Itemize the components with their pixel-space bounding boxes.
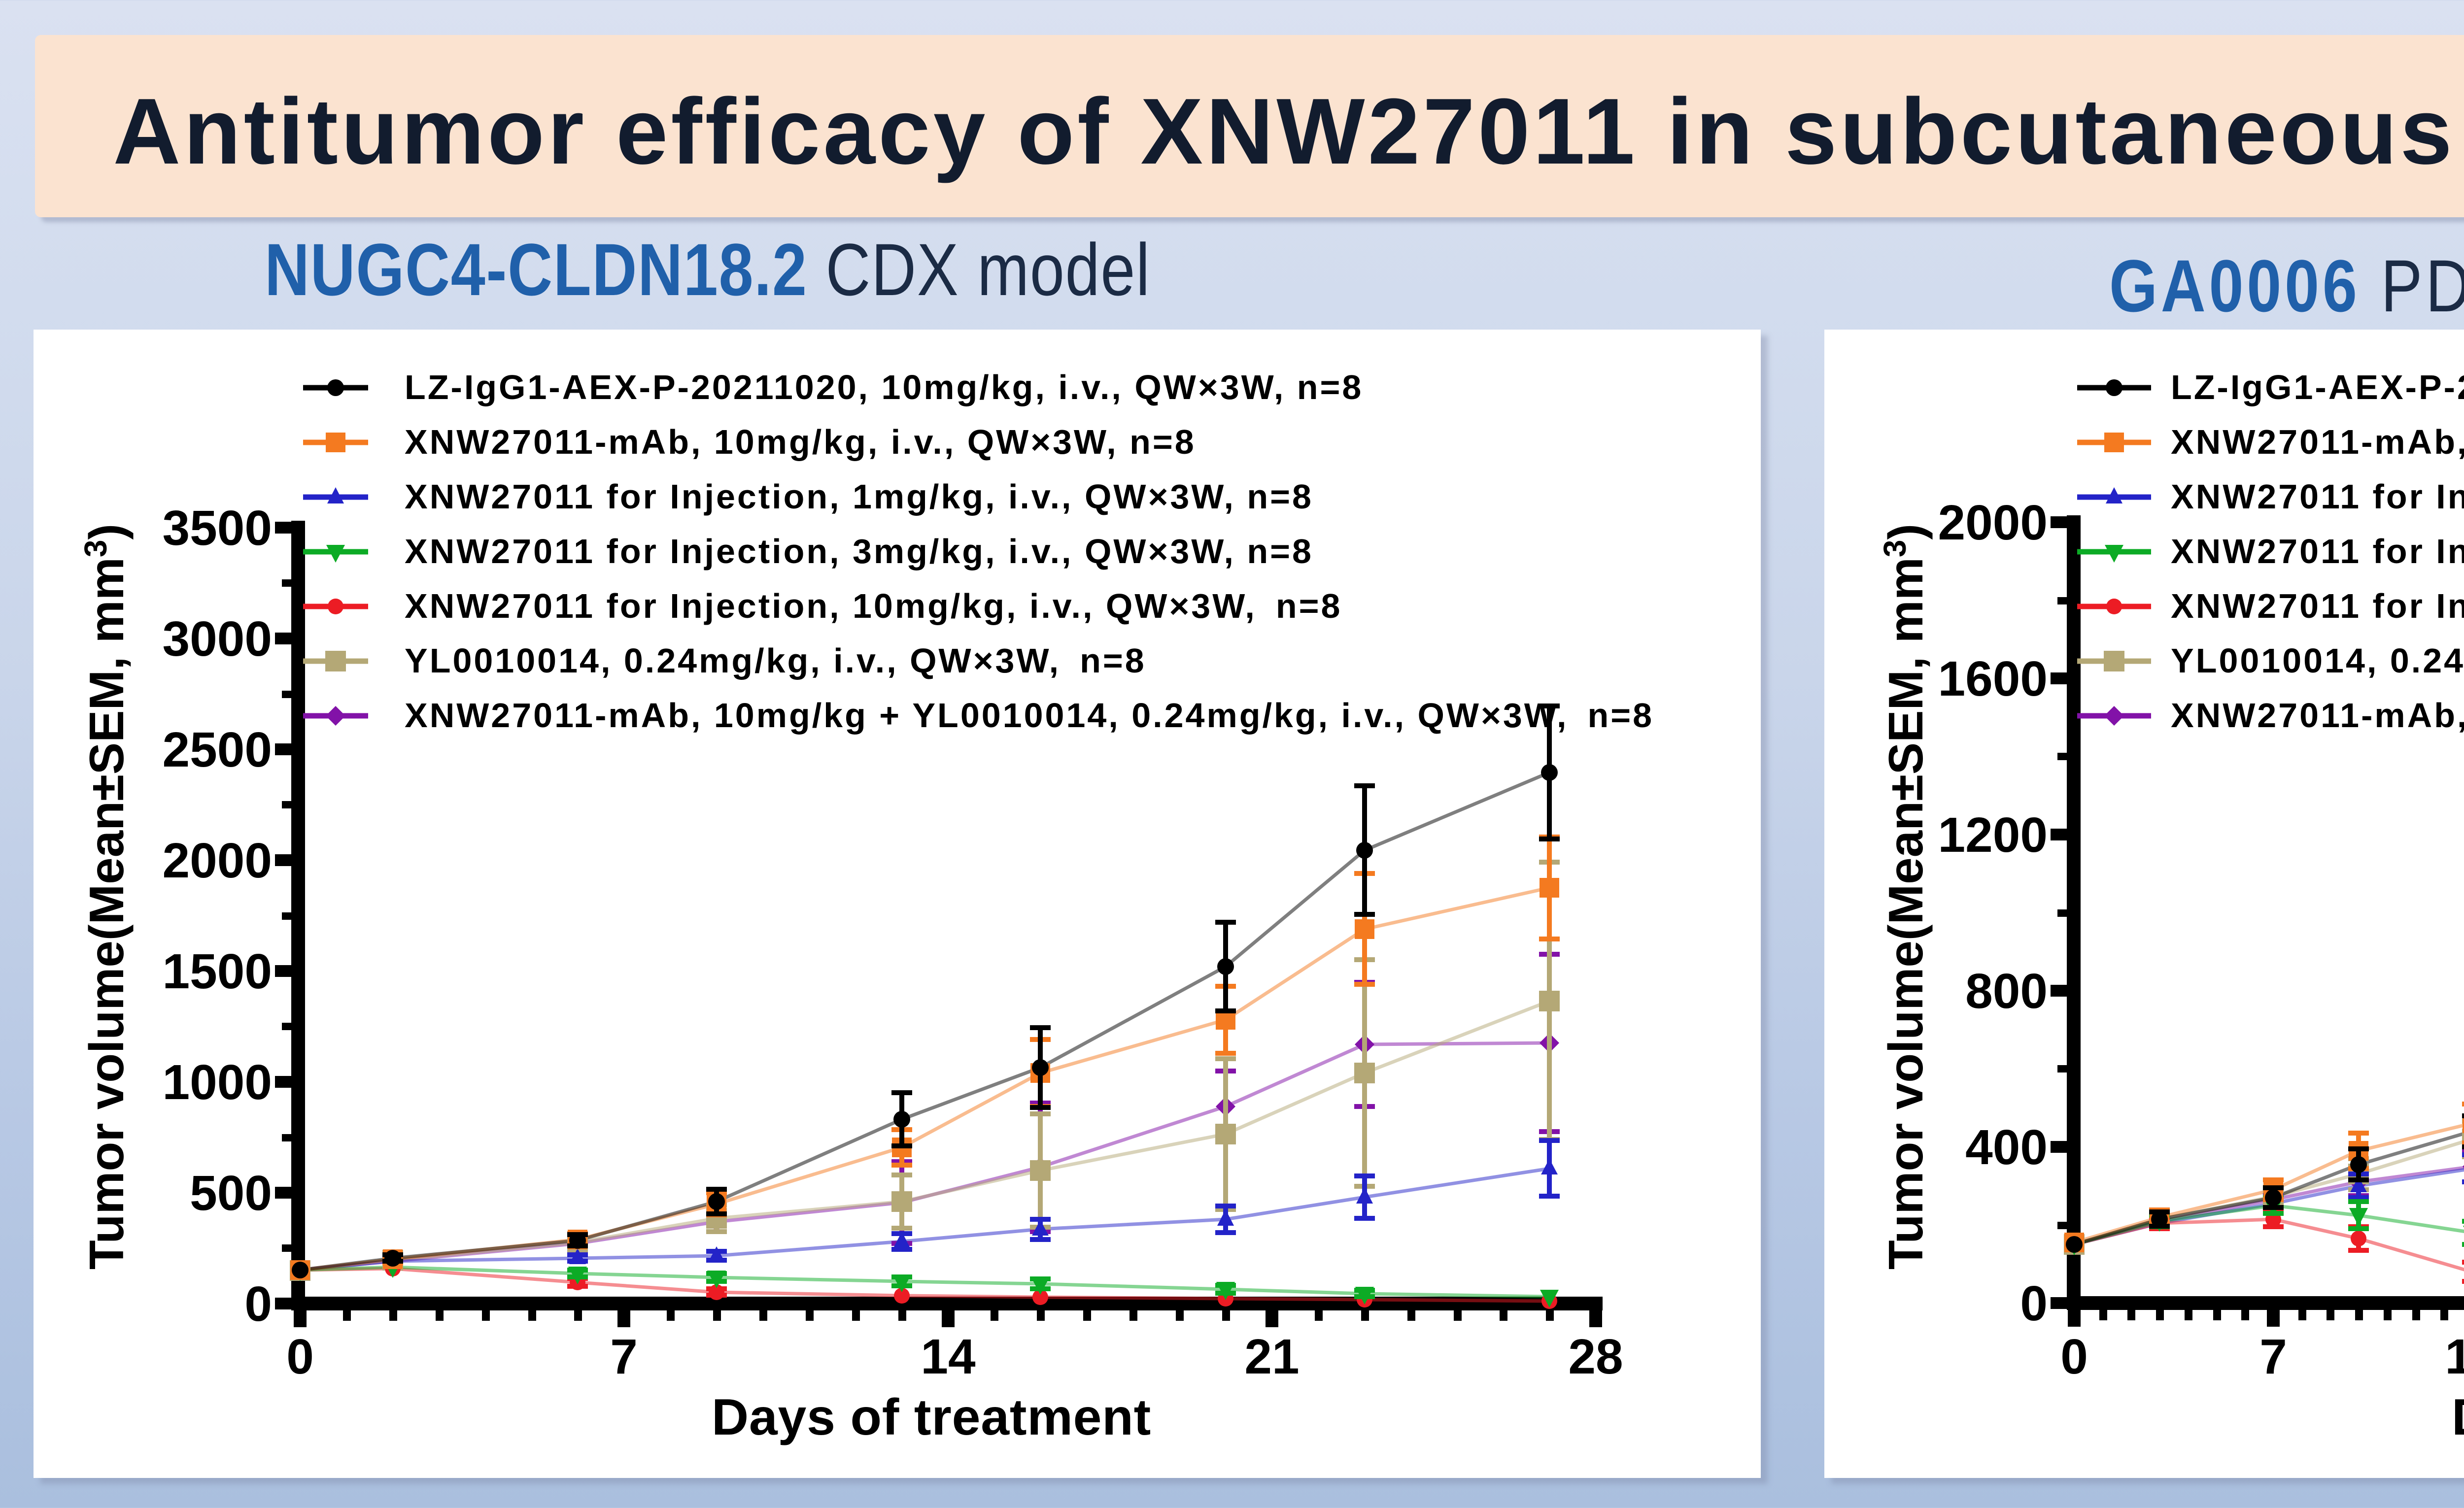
svg-text:LZ-IgG1-AEX-P-20211020, 10mg/k: LZ-IgG1-AEX-P-20211020, 10mg/kg, i.v., Q… — [405, 368, 1363, 406]
svg-text:XNW27011-mAb, 10mg/kg, i.v., Q: XNW27011-mAb, 10mg/kg, i.v., QW×3W, n=8 — [2171, 423, 2464, 461]
svg-text:3000: 3000 — [163, 611, 272, 667]
svg-text:1600: 1600 — [1938, 651, 2048, 706]
svg-text:0: 0 — [286, 1329, 314, 1384]
svg-text:0: 0 — [2020, 1276, 2048, 1331]
svg-text:LZ-IgG1-AEX-P-20211020, 10mg/k: LZ-IgG1-AEX-P-20211020, 10mg/kg, i.v., Q… — [2171, 368, 2464, 406]
svg-text:500: 500 — [190, 1166, 272, 1221]
svg-text:21: 21 — [1244, 1329, 1299, 1384]
svg-text:YL0010014, 0.24mg/kg, i.v., QW: YL0010014, 0.24mg/kg, i.v., QW×3W, n=8 — [405, 641, 1146, 680]
svg-text:2500: 2500 — [163, 722, 272, 777]
svg-text:XNW27011 for Injection, 10mg/k: XNW27011 for Injection, 10mg/kg, i.v., Q… — [2171, 587, 2464, 625]
svg-text:XNW27011-mAb, 10mg/kg, i.v., Q: XNW27011-mAb, 10mg/kg, i.v., QW×3W, n=8 — [405, 423, 1196, 461]
svg-text:Tumor volume(Mean±SEM, mm3): Tumor volume(Mean±SEM, mm3) — [1877, 524, 1933, 1270]
svg-text:Days of treatment: Days of treatment — [2452, 1389, 2464, 1446]
svg-text:XNW27011 for Injection, 1mg/kg: XNW27011 for Injection, 1mg/kg, i.v., QW… — [405, 477, 1313, 516]
svg-text:XNW27011 for Injection, 3mg/kg: XNW27011 for Injection, 3mg/kg, i.v., QW… — [2171, 532, 2464, 570]
svg-text:XNW27011-mAb, 10mg/kg + YL0010: XNW27011-mAb, 10mg/kg + YL0010014, 0.24m… — [2171, 696, 2464, 735]
svg-text:14: 14 — [921, 1329, 976, 1384]
svg-text:XNW27011 for Injection, 3mg/kg: XNW27011 for Injection, 3mg/kg, i.v., QW… — [405, 532, 1313, 570]
svg-text:Tumor volume(Mean±SEM, mm3): Tumor volume(Mean±SEM, mm3) — [78, 524, 134, 1270]
svg-text:800: 800 — [1965, 964, 2048, 1019]
svg-text:2000: 2000 — [163, 833, 272, 888]
svg-text:0: 0 — [2060, 1329, 2088, 1384]
svg-text:7: 7 — [610, 1329, 638, 1384]
svg-text:400: 400 — [1965, 1120, 2048, 1175]
svg-text:0: 0 — [244, 1276, 272, 1332]
svg-text:3500: 3500 — [163, 501, 272, 556]
svg-text:XNW27011 for Injection, 1mg/kg: XNW27011 for Injection, 1mg/kg, i.v., QW… — [2171, 477, 2464, 516]
svg-text:XNW27011 for Injection, 10mg/k: XNW27011 for Injection, 10mg/kg, i.v., Q… — [405, 587, 1342, 625]
svg-text:2000: 2000 — [1938, 495, 2048, 550]
svg-text:1200: 1200 — [1938, 807, 2048, 863]
svg-text:1500: 1500 — [163, 944, 272, 999]
svg-text:7: 7 — [2259, 1329, 2287, 1384]
svg-text:1000: 1000 — [163, 1055, 272, 1110]
svg-text:28: 28 — [1568, 1329, 1623, 1384]
svg-text:Days of treatment: Days of treatment — [712, 1389, 1151, 1446]
svg-text:14: 14 — [2445, 1329, 2464, 1384]
svg-text:YL0010014, 0.24mg/kg, i.v., QW: YL0010014, 0.24mg/kg, i.v., QW×3W, n=8 — [2171, 641, 2464, 680]
svg-text:XNW27011-mAb, 10mg/kg + YL0010: XNW27011-mAb, 10mg/kg + YL0010014, 0.24m… — [405, 696, 1654, 735]
